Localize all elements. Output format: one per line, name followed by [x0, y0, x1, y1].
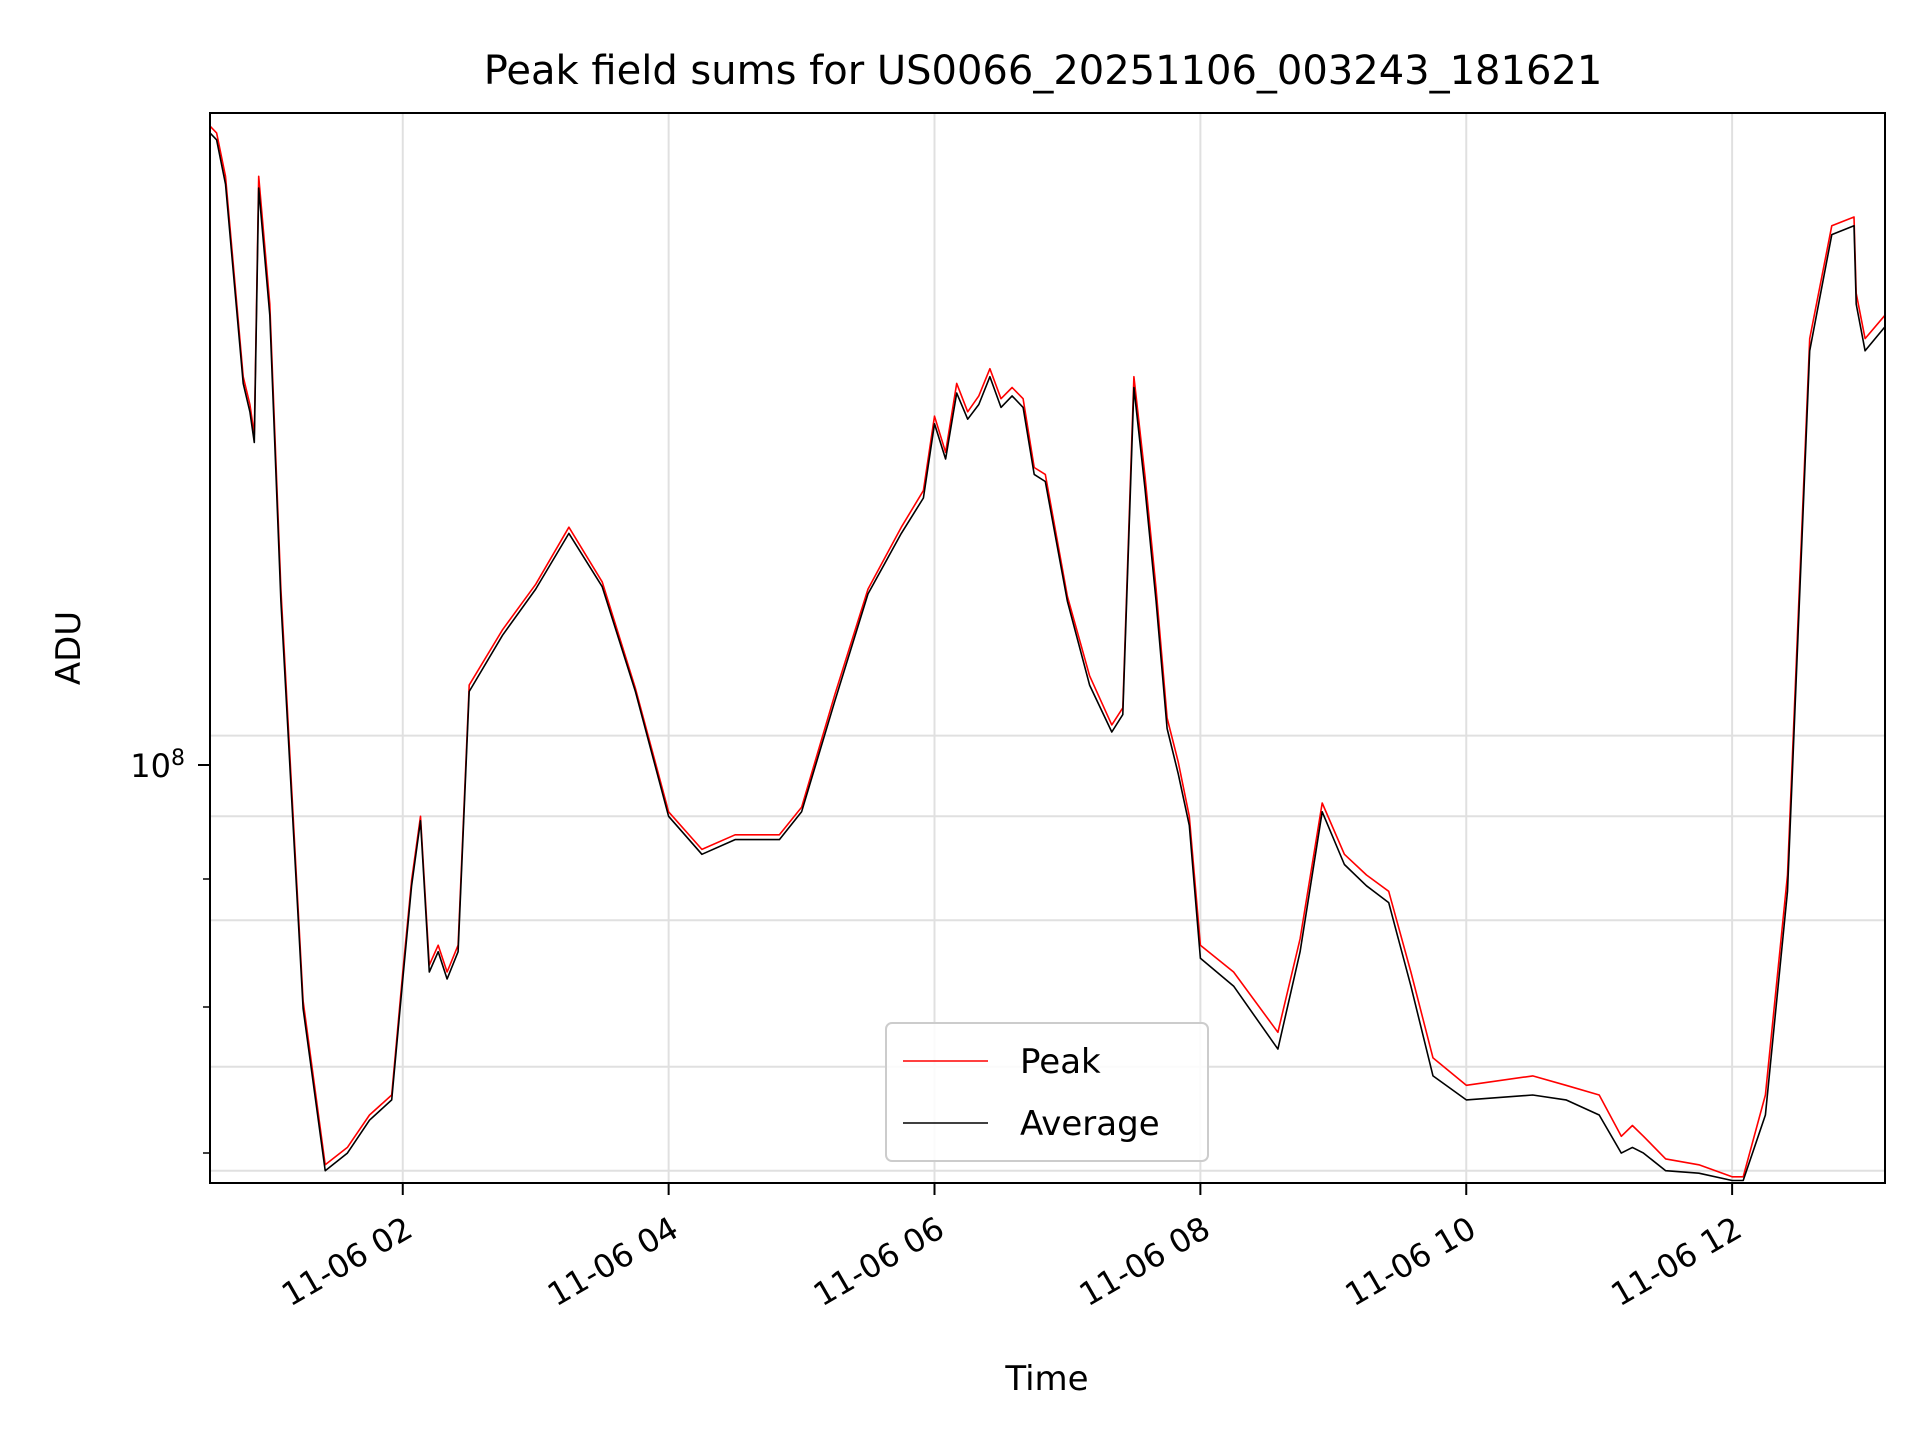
x-tick-label: 11-06 02 — [275, 1209, 419, 1314]
legend-label-peak: Peak — [1020, 1042, 1101, 1082]
y-tick-label: 108 — [130, 746, 185, 786]
y-axis-label: ADU — [49, 611, 89, 685]
legend: Peak Average — [885, 1022, 1209, 1162]
series-line-average — [209, 132, 1886, 1182]
x-tick-label: 11-06 10 — [1339, 1209, 1483, 1314]
x-axis-ticks: 11-06 02 11-06 04 11-06 06 11-06 08 11-06 10… — [275, 1183, 1748, 1314]
x-tick-label: 11-06 12 — [1605, 1209, 1749, 1314]
chart-title: Peak field sums for US0066_20251106_0032… — [484, 48, 1603, 94]
legend-label-average: Average — [1020, 1104, 1160, 1144]
legend-box — [885, 1022, 1209, 1162]
grid-lines — [210, 113, 1885, 1183]
y-axis-ticks: 108 — [130, 746, 210, 1154]
series-lines — [209, 125, 1886, 1182]
series-line-peak — [209, 125, 1886, 1178]
x-tick-label: 11-06 06 — [807, 1209, 951, 1314]
plot-frame — [209, 112, 1886, 1184]
x-axis-label: Time — [1004, 1359, 1088, 1399]
x-tick-label: 11-06 04 — [541, 1209, 685, 1314]
x-tick-label: 11-06 08 — [1073, 1209, 1217, 1314]
